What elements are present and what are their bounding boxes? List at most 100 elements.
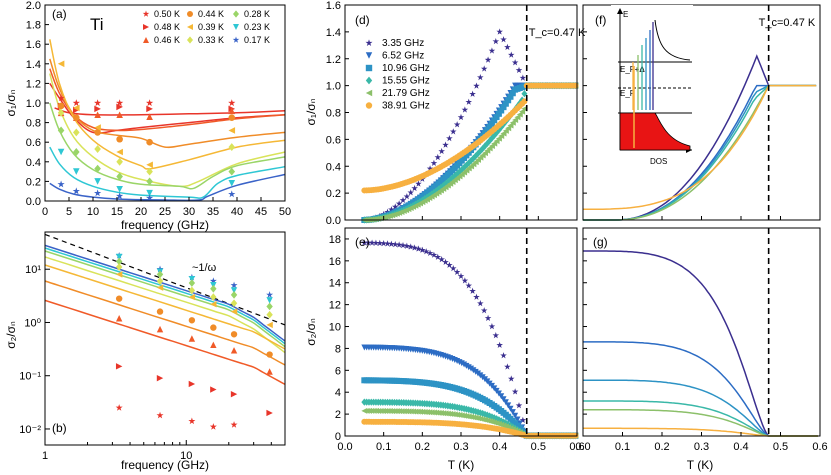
data-point [461, 277, 469, 284]
data-point [511, 388, 519, 395]
data-point [515, 402, 523, 409]
data-point [502, 100, 509, 107]
data-point [146, 113, 153, 121]
data-point [94, 99, 102, 107]
data-point [365, 52, 373, 59]
data-point [572, 82, 579, 89]
data-point [72, 114, 80, 121]
x-tick-label: 45 [255, 206, 267, 218]
data-point [116, 103, 123, 111]
data-point [146, 189, 153, 197]
data-point [480, 307, 488, 314]
data-point [94, 145, 101, 154]
one-over-omega-line [44, 233, 286, 326]
sigma2-theory-curve [583, 427, 818, 437]
data-point [115, 257, 123, 266]
data-point [500, 36, 507, 43]
data-point [458, 412, 465, 419]
data-point [228, 180, 236, 187]
data-point [496, 341, 503, 348]
y-tick-label: 0 [335, 431, 341, 443]
data-point [391, 240, 399, 248]
legend-entry: 21.79 GHz [382, 88, 430, 99]
data-point [514, 114, 521, 121]
data-point [57, 94, 65, 102]
data-point [365, 102, 373, 109]
panel-d: T_c=0.47 K 0.0 0.2 0.4 0.6 0.8 1.0 1.2 1.4 1.6 σ₁/… [304, 0, 586, 227]
data-point [438, 256, 445, 263]
data-point [230, 287, 238, 294]
data-point [210, 341, 217, 349]
data-point [495, 110, 502, 117]
data-point [72, 128, 80, 137]
data-point [486, 412, 493, 420]
data-point [403, 193, 411, 200]
sigma2-theory-curve [583, 408, 818, 437]
panel-b: ~1/ω 1 10 10⁻² 10⁻¹ 10⁰ 10¹ frequency (GHz) σ₂/σ… [4, 231, 286, 472]
x-tick-label: 10 [180, 450, 192, 462]
y-tick-label: 6 [335, 365, 341, 377]
legend-entry: 10.96 GHz [382, 63, 430, 74]
data-point [457, 272, 465, 280]
legend-entry: 0.48 K [154, 22, 180, 32]
sigma2-theory-curve [583, 250, 818, 437]
data-point [469, 90, 476, 97]
data-point [430, 159, 438, 166]
x-tick-label: 0.2 [415, 441, 430, 453]
x-tick-label: 30 [183, 206, 195, 218]
data-point [230, 421, 238, 428]
panel-f: T_c=0.47 K(f)EE_F+ΔE_FE_F-ΔDOS [582, 4, 821, 221]
data-point [266, 291, 274, 298]
y-tick-label: 0.2 [326, 188, 341, 200]
y-tick-label: 0.6 [26, 137, 41, 149]
data-point [407, 243, 415, 250]
panel-label: (d) [355, 13, 370, 27]
legend-entry: 0.44 K [198, 9, 224, 19]
data-point [116, 148, 123, 156]
x-tick-label: 0.4 [733, 441, 748, 453]
data-point [210, 301, 217, 308]
data-point [230, 281, 238, 289]
series-curve-0.46 K [49, 68, 286, 132]
data-point [521, 90, 528, 98]
data-point [187, 24, 193, 30]
data-point [500, 352, 507, 359]
data-point [481, 129, 488, 136]
data-point [504, 43, 511, 51]
data-point [469, 287, 476, 294]
y-axis-label: σ₂/σₙ [4, 321, 18, 349]
tc-label: T_c=0.47 K [759, 17, 816, 29]
data-point [115, 271, 123, 278]
sigma2-curve [44, 244, 286, 342]
data-point [491, 117, 498, 124]
legend-entry: 0.50 K [154, 9, 180, 19]
data-point [438, 147, 445, 155]
data-point [230, 299, 238, 308]
data-point [210, 386, 217, 393]
data-point [228, 99, 236, 107]
data-point [145, 194, 154, 202]
data-point [361, 239, 368, 246]
data-point [146, 161, 153, 169]
data-point [228, 107, 236, 115]
y-tick-label: 0.2 [26, 176, 41, 188]
data-point [468, 365, 475, 372]
x-tick-label: 40 [231, 206, 243, 218]
sigma2-curve [44, 247, 286, 345]
data-point [446, 261, 453, 268]
y-axis-label: σ₁/σₙ [304, 98, 318, 125]
legend-entry: 38.91 GHz [382, 101, 430, 112]
panel-g: 0.0 0.1 0.2 0.3 0.4 0.5 0.6 T (K) (g) [575, 227, 828, 472]
x-axis-label: frequency (GHz) [121, 218, 209, 232]
data-point [156, 325, 164, 333]
data-point [230, 331, 238, 338]
legend-entry: 3.35 GHz [382, 38, 424, 49]
data-point [457, 113, 465, 121]
y-tick-label: 1.2 [326, 54, 341, 66]
data-point [116, 157, 123, 166]
data-point [500, 396, 507, 403]
x-tick-label: 0 [42, 206, 48, 218]
x-tick-label: 0.3 [694, 441, 709, 453]
data-point [143, 24, 149, 30]
data-point [509, 90, 516, 97]
